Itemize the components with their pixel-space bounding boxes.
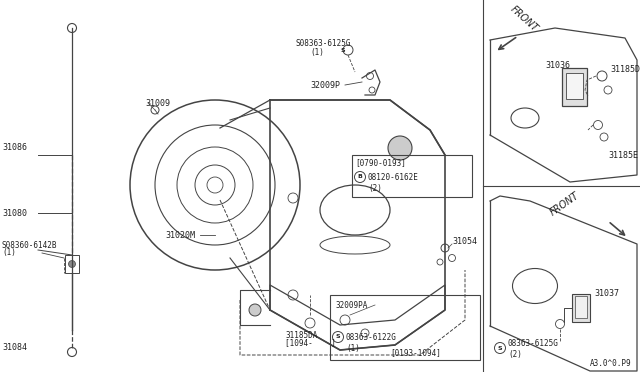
Bar bbox=[566, 73, 583, 99]
Bar bbox=[352, 155, 472, 197]
Text: 08120-6162E: 08120-6162E bbox=[368, 173, 419, 182]
Text: S: S bbox=[340, 48, 346, 52]
Text: [1094-    ]: [1094- ] bbox=[285, 339, 336, 347]
Circle shape bbox=[68, 260, 76, 267]
Text: FRONT: FRONT bbox=[548, 191, 581, 218]
Text: (1): (1) bbox=[310, 48, 324, 57]
Text: 31185D: 31185D bbox=[610, 65, 640, 74]
Text: 32009P: 32009P bbox=[310, 80, 340, 90]
Circle shape bbox=[388, 136, 412, 160]
Text: S: S bbox=[498, 346, 502, 350]
Text: (1): (1) bbox=[2, 248, 16, 257]
Text: 31086: 31086 bbox=[2, 144, 27, 153]
Text: FRONT: FRONT bbox=[508, 4, 540, 34]
Text: 31054: 31054 bbox=[452, 237, 477, 247]
Text: 31009: 31009 bbox=[145, 99, 170, 108]
Text: 08363-6122G: 08363-6122G bbox=[346, 333, 397, 341]
Text: A3.0^0.P9: A3.0^0.P9 bbox=[590, 359, 632, 369]
Text: [0790-0193]: [0790-0193] bbox=[355, 158, 406, 167]
Text: 31185E: 31185E bbox=[608, 151, 638, 160]
Text: (2): (2) bbox=[508, 350, 522, 359]
Text: 31036: 31036 bbox=[545, 61, 570, 70]
Text: 31020M: 31020M bbox=[165, 231, 195, 240]
Text: S08363-6125G: S08363-6125G bbox=[295, 39, 351, 48]
Bar bbox=[562, 68, 587, 106]
Text: 31037: 31037 bbox=[594, 289, 619, 298]
Bar bbox=[572, 294, 590, 322]
Text: S08360-6142B: S08360-6142B bbox=[2, 241, 58, 250]
Text: [0193-1094]: [0193-1094] bbox=[390, 349, 441, 357]
Bar bbox=[575, 296, 587, 318]
Bar bbox=[330, 295, 480, 360]
Text: (1): (1) bbox=[346, 343, 360, 353]
Text: 32009PA: 32009PA bbox=[335, 301, 367, 310]
Text: (2): (2) bbox=[368, 183, 382, 192]
Circle shape bbox=[249, 304, 261, 316]
Text: B: B bbox=[358, 174, 362, 180]
Text: 31084: 31084 bbox=[2, 343, 27, 353]
Bar bbox=[65, 255, 79, 273]
Text: S: S bbox=[336, 334, 340, 340]
Text: 31185DA: 31185DA bbox=[285, 330, 317, 340]
Text: 31080: 31080 bbox=[2, 208, 27, 218]
Text: 08363-6125G: 08363-6125G bbox=[508, 340, 559, 349]
